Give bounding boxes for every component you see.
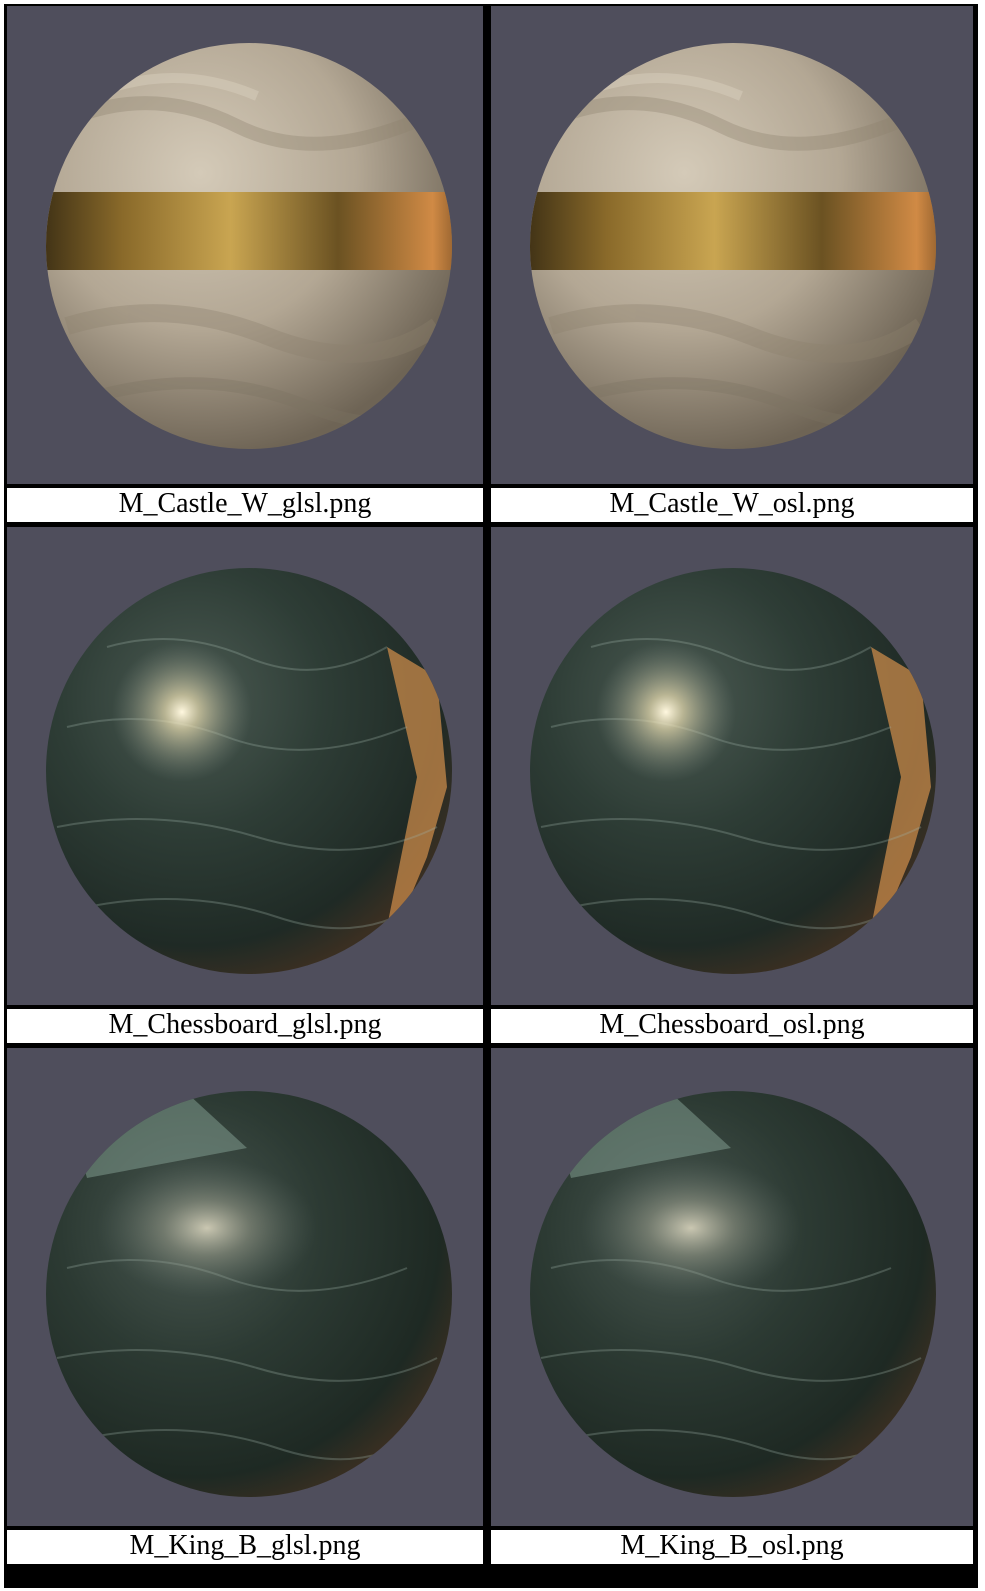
render-chessboard-osl bbox=[491, 527, 973, 1005]
caption-chessboard-glsl: M_Chessboard_glsl.png bbox=[7, 1009, 483, 1043]
comparison-grid: M_Castle_W_glsl.png M_Castle_W_osl.png bbox=[4, 4, 978, 1588]
caption-king-osl: M_King_B_osl.png bbox=[491, 1530, 973, 1564]
sphere-chessboard-glsl bbox=[46, 568, 452, 974]
caption-castle-glsl: M_Castle_W_glsl.png bbox=[7, 488, 483, 522]
render-king-glsl bbox=[7, 1048, 483, 1526]
caption-chessboard-osl: M_Chessboard_osl.png bbox=[491, 1009, 973, 1043]
sphere-castle-osl bbox=[530, 43, 936, 449]
sphere-king-osl bbox=[530, 1091, 936, 1497]
render-chessboard-glsl bbox=[7, 527, 483, 1005]
caption-castle-osl: M_Castle_W_osl.png bbox=[491, 488, 973, 522]
sphere-chessboard-osl bbox=[530, 568, 936, 974]
render-castle-osl bbox=[491, 6, 973, 484]
caption-king-glsl: M_King_B_glsl.png bbox=[7, 1530, 483, 1564]
render-castle-glsl bbox=[7, 6, 483, 484]
sphere-castle-glsl bbox=[46, 43, 452, 449]
sphere-king-glsl bbox=[46, 1091, 452, 1497]
render-king-osl bbox=[491, 1048, 973, 1526]
